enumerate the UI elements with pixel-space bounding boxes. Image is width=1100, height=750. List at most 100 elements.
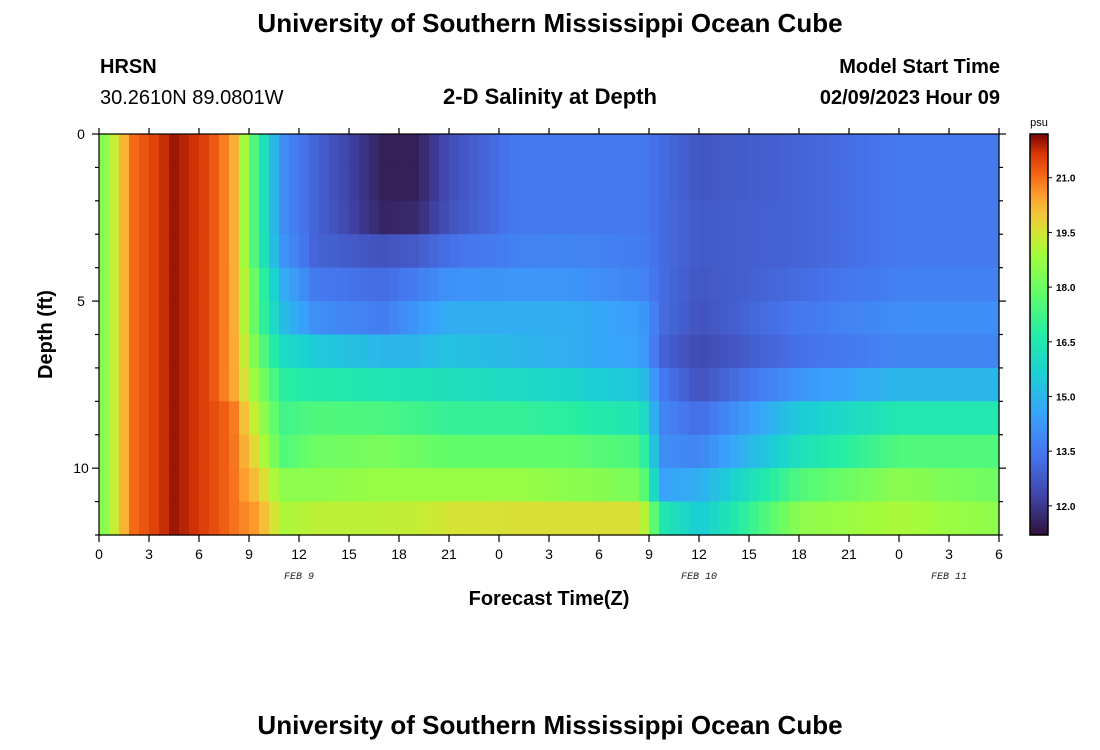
- heatmap-cell: [869, 234, 880, 269]
- heatmap-cell: [949, 200, 960, 235]
- heatmap-cell: [779, 200, 790, 235]
- heatmap-cell: [359, 501, 370, 536]
- heatmap-cell: [699, 367, 710, 402]
- heatmap-cell: [839, 234, 850, 269]
- heatmap-cell: [339, 401, 350, 436]
- colorbar-tick-label: 21.0: [1056, 174, 1076, 185]
- heatmap-cell: [239, 367, 250, 402]
- heatmap-cell: [129, 468, 140, 503]
- heatmap-cell: [229, 167, 240, 202]
- heatmap-cell: [409, 267, 420, 302]
- heatmap-cell: [139, 234, 150, 269]
- heatmap-cell: [319, 267, 330, 302]
- heatmap-cell: [439, 468, 450, 503]
- heatmap-cell: [749, 334, 760, 369]
- heatmap-cell: [249, 367, 260, 402]
- heatmap-cell: [309, 401, 320, 436]
- heatmap-cell: [209, 468, 220, 503]
- heatmap-cell: [899, 434, 910, 469]
- heatmap-cell: [499, 234, 510, 269]
- heatmap-cell: [269, 167, 280, 202]
- heatmap-cell: [389, 267, 400, 302]
- heatmap-cell: [779, 434, 790, 469]
- heatmap-cell: [589, 334, 600, 369]
- heatmap-cell: [649, 468, 660, 503]
- heatmap-cell: [289, 134, 300, 169]
- heatmap-cell: [219, 501, 230, 536]
- heatmap-cell: [809, 434, 820, 469]
- heatmap-cell: [239, 434, 250, 469]
- heatmap-cell: [689, 334, 700, 369]
- heatmap-cell: [509, 234, 520, 269]
- heatmap-cell: [649, 401, 660, 436]
- heatmap-cell: [369, 367, 380, 402]
- heatmap-cell: [329, 167, 340, 202]
- heatmap-cell: [109, 401, 120, 436]
- heatmap-cell: [379, 367, 390, 402]
- heatmap-cell: [509, 200, 520, 235]
- heatmap-cell: [699, 200, 710, 235]
- heatmap-cell: [659, 200, 670, 235]
- heatmap-cell: [869, 167, 880, 202]
- heatmap-cell: [439, 334, 450, 369]
- heatmap-cell: [789, 367, 800, 402]
- heatmap-cell: [859, 167, 870, 202]
- heatmap-cell: [369, 267, 380, 302]
- heatmap-cell: [579, 367, 590, 402]
- heatmap-cell: [639, 200, 650, 235]
- heatmap-cell: [169, 200, 180, 235]
- heatmap-cell: [749, 501, 760, 536]
- heatmap-cell: [159, 367, 170, 402]
- heatmap-cell: [689, 434, 700, 469]
- heatmap-cell: [619, 334, 630, 369]
- heatmap-cell: [559, 234, 570, 269]
- heatmap-cell: [449, 367, 460, 402]
- heatmap-cell: [469, 134, 480, 169]
- heatmap-cell: [949, 234, 960, 269]
- heatmap-cell: [259, 134, 270, 169]
- heatmap-cell: [639, 334, 650, 369]
- heatmap-cell: [279, 167, 290, 202]
- heatmap-cell: [839, 367, 850, 402]
- heatmap-cell: [569, 434, 580, 469]
- heatmap-cell: [649, 234, 660, 269]
- heatmap-cell: [489, 234, 500, 269]
- heatmap-cell: [429, 200, 440, 235]
- heatmap-cell: [329, 334, 340, 369]
- heatmap-cell: [289, 468, 300, 503]
- heatmap-cell: [529, 501, 540, 536]
- heatmap-cell: [349, 167, 360, 202]
- heatmap-cell: [509, 434, 520, 469]
- heatmap-cell: [749, 301, 760, 336]
- heatmap-cell: [689, 367, 700, 402]
- heatmap-cell: [239, 401, 250, 436]
- heatmap-cell: [709, 434, 720, 469]
- heatmap-cell: [189, 267, 200, 302]
- heatmap-cell: [339, 367, 350, 402]
- heatmap-cell: [639, 401, 650, 436]
- heatmap-cell: [419, 401, 430, 436]
- heatmap-cell: [739, 468, 750, 503]
- heatmap-cell: [829, 200, 840, 235]
- heatmap-cell: [639, 468, 650, 503]
- heatmap-cell: [959, 200, 970, 235]
- heatmap-cell: [359, 134, 370, 169]
- heatmap-cell: [899, 501, 910, 536]
- heatmap-cell: [659, 468, 670, 503]
- x-tick-label: 15: [341, 546, 357, 562]
- heatmap-cell: [899, 367, 910, 402]
- heatmap-cell: [439, 501, 450, 536]
- heatmap-cell: [609, 468, 620, 503]
- heatmap-cell: [619, 401, 630, 436]
- heatmap-cell: [409, 167, 420, 202]
- heatmap-cell: [809, 200, 820, 235]
- heatmap-cell: [449, 301, 460, 336]
- heatmap-cell: [679, 401, 690, 436]
- heatmap-cell: [189, 234, 200, 269]
- heatmap-cell: [179, 501, 190, 536]
- heatmap-cell: [849, 267, 860, 302]
- heatmap-cell: [299, 301, 310, 336]
- heatmap-cell: [109, 134, 120, 169]
- heatmap-cell: [109, 167, 120, 202]
- heatmap-cell: [319, 200, 330, 235]
